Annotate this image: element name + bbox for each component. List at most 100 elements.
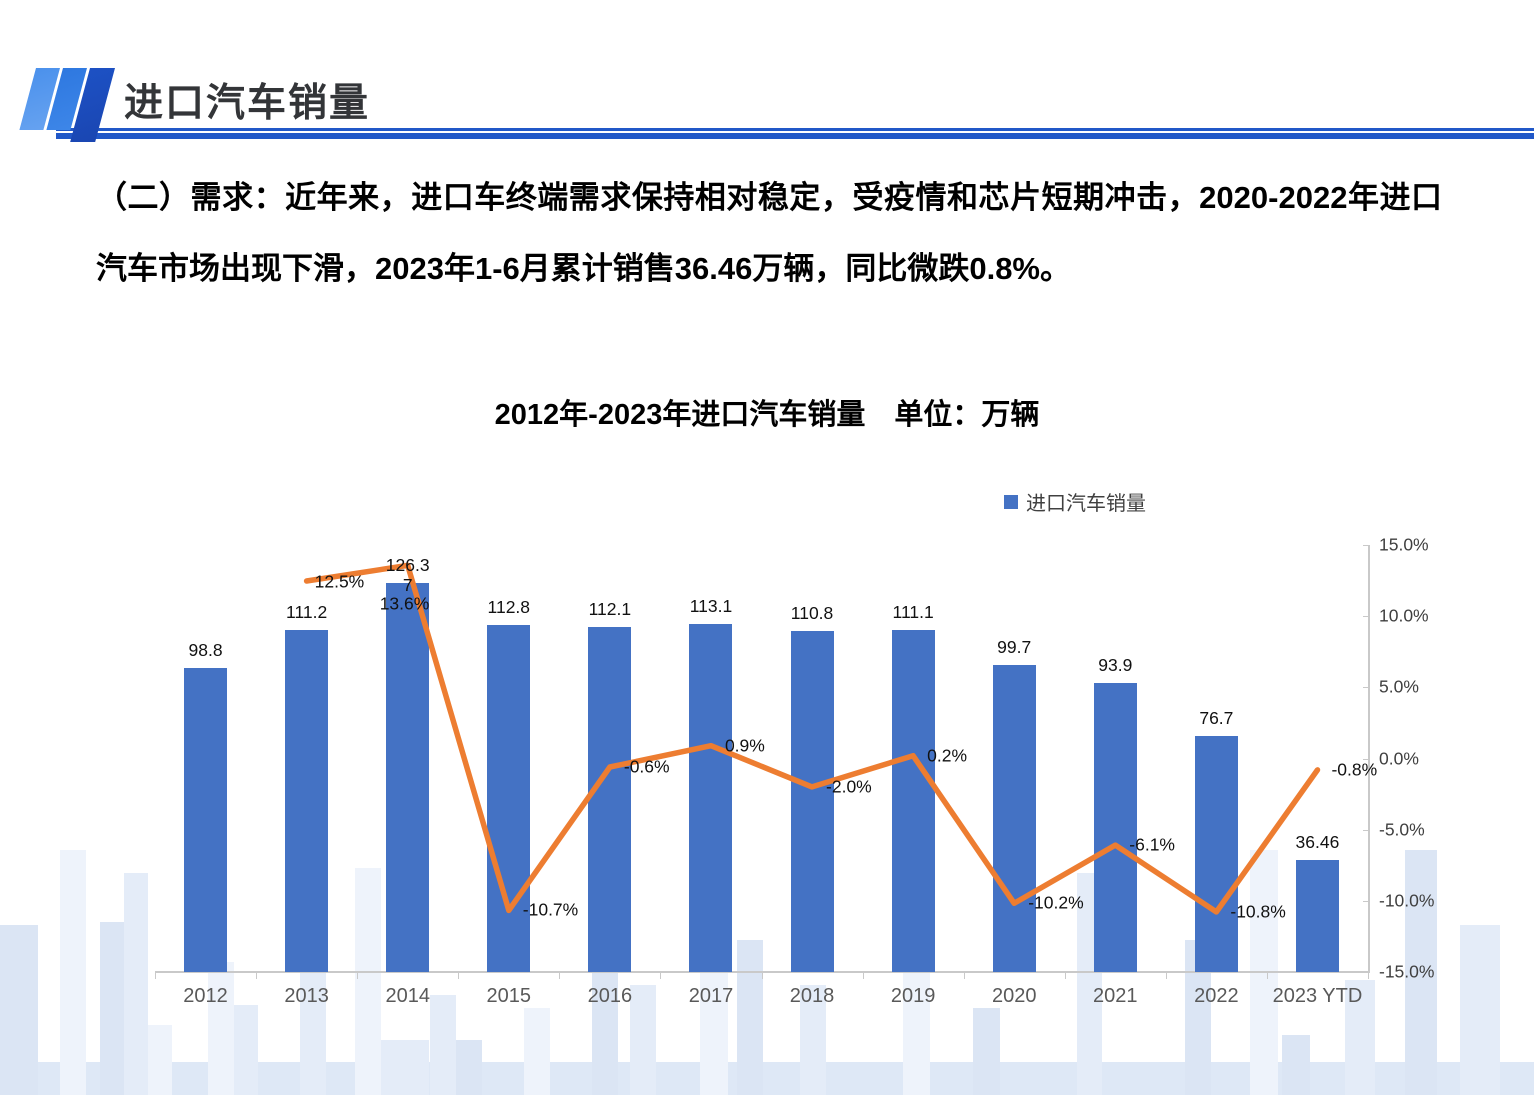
legend-swatch-icon: [1004, 494, 1018, 509]
x-axis-tick: [762, 972, 763, 979]
x-axis-tick: [1368, 972, 1369, 979]
skyline-block: [208, 962, 234, 1095]
right-axis-tick: [1363, 830, 1369, 831]
x-axis-label: 2017: [688, 985, 734, 1007]
chart-legend: 进口汽车销量: [1004, 487, 1146, 516]
x-axis-tick: [1267, 972, 1268, 979]
bar-2020: [992, 665, 1036, 972]
skyline-block: [630, 985, 656, 1095]
bar-2021: [1093, 683, 1137, 972]
skyline-block: [456, 1040, 482, 1095]
bar-value-label: 113.1: [689, 596, 733, 616]
bar-2014: [386, 583, 430, 972]
x-axis-label: 2014: [385, 985, 430, 1007]
x-axis-label: 2018: [789, 985, 835, 1007]
x-axis-label: 2019: [890, 985, 936, 1007]
bar-value-label: 112.1: [588, 599, 632, 619]
right-axis-tick-label: 10.0%: [1379, 605, 1429, 626]
x-axis-label: 2021: [1093, 985, 1138, 1007]
bar-2012: [184, 668, 228, 972]
x-axis-label: 2012: [183, 985, 228, 1007]
header-divider: [56, 128, 1534, 131]
skyline-block: [430, 995, 456, 1095]
chart-title: 2012年-2023年进口汽车销量 单位：万辆: [494, 399, 1040, 431]
x-axis-tick: [357, 972, 358, 979]
right-axis-tick: [1363, 545, 1369, 546]
skyline-block: [973, 1008, 1000, 1095]
bar-value-label: 110.8: [790, 603, 834, 623]
skyline-block: [0, 925, 38, 1095]
x-axis-tick: [964, 972, 965, 979]
right-axis-tick: [1363, 616, 1369, 617]
legend-label: 进口汽车销量: [1026, 493, 1146, 515]
yoy-value-label: -2.0%: [826, 776, 872, 797]
right-axis-tick-label: 5.0%: [1379, 676, 1419, 697]
skyline-block: [1405, 850, 1437, 1095]
bar-2019: [891, 630, 935, 972]
bar-2017: [689, 624, 733, 972]
intro-paragraph: （二）需求：近年来，进口车终端需求保持相对稳定，受疫情和芯片短期冲击，2020-…: [96, 180, 1442, 286]
yoy-value-label: -0.6%: [623, 756, 670, 777]
yoy-value-label: 13.6%: [379, 593, 430, 614]
bar-value-label: 126.3 7: [385, 555, 430, 595]
skyline-block: [800, 985, 826, 1095]
skyline-block: [1460, 925, 1500, 1095]
header-divider: [56, 133, 1534, 139]
x-axis-label: 2013: [284, 985, 329, 1007]
right-axis-tick-label: -5.0%: [1379, 819, 1425, 840]
x-axis-tick: [559, 972, 560, 979]
bar-2013: [285, 630, 329, 972]
skyline-block: [100, 922, 124, 1095]
x-axis-label: 2022: [1194, 985, 1239, 1007]
yoy-value-label: -10.7%: [522, 899, 579, 920]
bar-value-label: 111.1: [892, 602, 934, 622]
skyline-block: [234, 1005, 258, 1095]
yoy-value-label: 12.5%: [314, 571, 365, 592]
skyline-block: [737, 940, 763, 1095]
x-axis-label: 2015: [486, 985, 532, 1007]
x-axis-tick: [863, 972, 864, 979]
x-axis-tick: [256, 972, 257, 979]
skyline-block: [381, 1040, 429, 1095]
bar-2018: [790, 631, 834, 972]
yoy-value-label: -6.1%: [1129, 834, 1175, 855]
bar-value-label: 98.8: [188, 640, 223, 660]
bar-value-label: 111.2: [286, 602, 328, 622]
skyline-block: [1282, 1035, 1310, 1095]
bar-value-label: 36.46: [1295, 832, 1340, 852]
x-axis-label: 2016: [587, 985, 633, 1007]
skyline-block: [524, 1008, 550, 1095]
x-axis-tick: [1166, 972, 1167, 979]
yoy-value-label: -10.2%: [1028, 892, 1084, 913]
bar-2023-ytd: [1295, 860, 1339, 972]
bar-value-label: 99.7: [997, 637, 1032, 657]
skyline-block: [1345, 980, 1375, 1095]
right-axis-tick: [1363, 972, 1369, 973]
skyline-block: [355, 868, 381, 1095]
right-axis-line: [1368, 545, 1370, 973]
x-axis-label: 2023 YTD: [1272, 985, 1363, 1007]
right-axis-tick-label: -10.0%: [1379, 890, 1435, 911]
right-axis-tick-label: -15.0%: [1379, 961, 1435, 982]
x-axis-tick: [1065, 972, 1066, 979]
bar-value-label: 76.7: [1199, 708, 1234, 728]
yoy-value-label: -10.8%: [1230, 901, 1286, 922]
right-axis-tick-label: 0.0%: [1379, 748, 1419, 768]
skyline-block: [148, 1025, 172, 1095]
skyline-block: [124, 873, 148, 1095]
right-axis-tick-label: 15.0%: [1379, 534, 1429, 555]
bar-2016: [588, 627, 632, 972]
yoy-value-label: 0.2%: [927, 745, 968, 766]
right-axis-tick: [1363, 687, 1369, 688]
x-axis-tick: [458, 972, 459, 979]
skyline-block: [60, 850, 86, 1095]
yoy-value-label: 0.9%: [724, 735, 765, 756]
bar-value-label: 112.8: [487, 597, 531, 617]
right-axis-tick: [1363, 901, 1369, 902]
x-axis-tick: [660, 972, 661, 979]
bar-value-label: 93.9: [1098, 655, 1133, 675]
header-logo: [0, 0, 140, 150]
right-axis-tick: [1363, 759, 1369, 760]
